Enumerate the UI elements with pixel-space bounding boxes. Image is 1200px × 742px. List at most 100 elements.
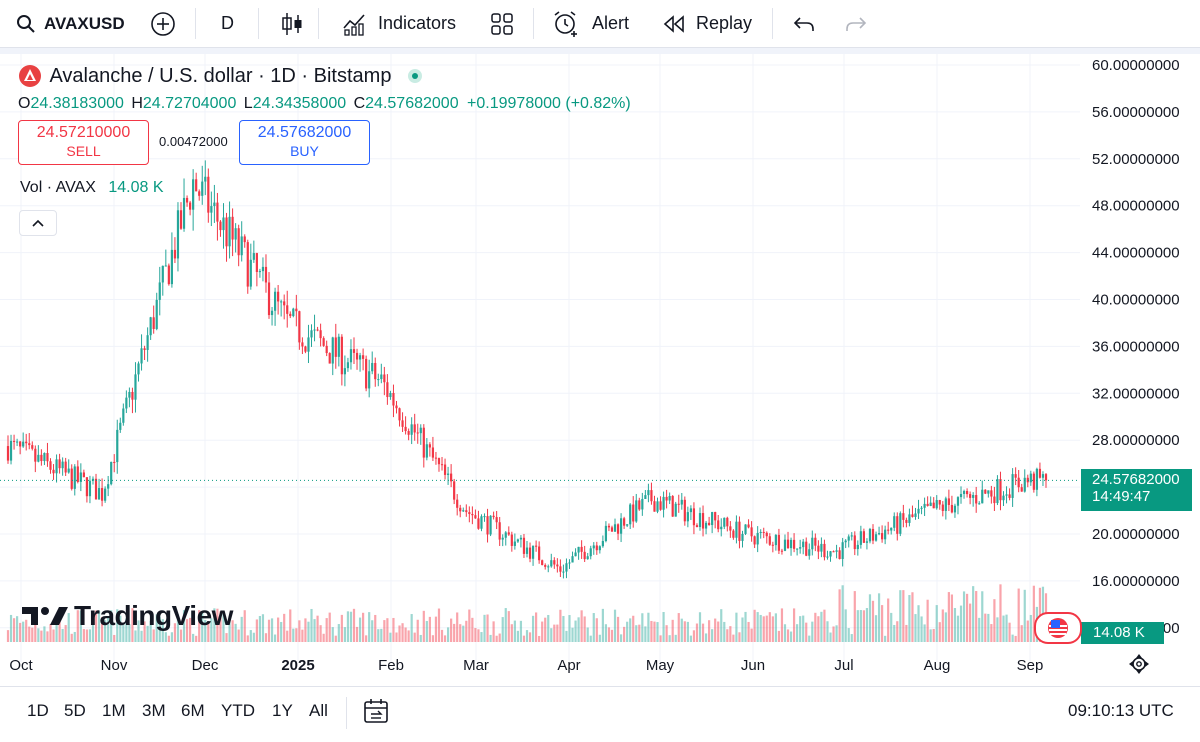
range-6m-button[interactable]: 6M xyxy=(181,701,205,720)
candle-body xyxy=(774,534,777,546)
range-5d-button[interactable]: 5D xyxy=(64,701,86,720)
volume-bar xyxy=(155,614,158,642)
candle-body xyxy=(88,480,92,497)
candle-body xyxy=(935,500,938,509)
symbol-label: AVAXUSD xyxy=(44,13,125,33)
candle-body xyxy=(510,534,513,546)
candle-body xyxy=(929,502,932,506)
chart-type-button[interactable] xyxy=(280,0,304,47)
candle-body xyxy=(796,548,799,550)
range-3m-button[interactable]: 3M xyxy=(142,701,166,720)
volume-bar xyxy=(389,632,392,642)
range-1m-button[interactable]: 1M xyxy=(102,701,126,720)
sell-button[interactable]: 24.57210000 SELL xyxy=(18,120,149,165)
candle-body xyxy=(31,445,34,449)
interval-button[interactable]: D xyxy=(221,0,234,47)
volume-bar xyxy=(219,611,222,642)
volume-bar xyxy=(984,613,987,642)
range-1d-button[interactable]: 1D xyxy=(27,701,49,720)
collapse-legend-button[interactable] xyxy=(19,210,57,236)
price-tick-label: 28.00000000 xyxy=(1092,432,1180,449)
volume-bar xyxy=(222,613,225,642)
candle-body xyxy=(91,478,95,481)
candle-body xyxy=(6,446,10,461)
chart-canvas[interactable]: 60.00000000 56.00000000 52.00000000 48.0000… xyxy=(0,54,1200,684)
volume-bar xyxy=(337,624,340,642)
range-ytd-button[interactable]: YTD xyxy=(221,701,255,720)
candle-body xyxy=(258,271,262,273)
candle-body xyxy=(838,550,841,559)
volume-bar xyxy=(619,634,623,642)
candle-body xyxy=(677,503,680,505)
range-all-button[interactable]: All xyxy=(309,701,328,720)
time-axis[interactable]: Oct Nov Dec 2025 Feb Mar Apr May Jun Jul Aug Sep xyxy=(9,657,1043,674)
replay-button[interactable]: Replay xyxy=(662,0,752,47)
volume-bar xyxy=(744,611,747,642)
flag-badge-icon[interactable] xyxy=(1034,612,1082,644)
price-axis-background[interactable] xyxy=(1080,54,1200,684)
volume-bar xyxy=(832,626,835,642)
candle-body xyxy=(134,374,137,400)
price-tick-label: 56.00000000 xyxy=(1092,104,1180,121)
volume-bar xyxy=(583,616,586,642)
candle-body xyxy=(996,479,999,504)
volume-bar xyxy=(859,610,862,642)
undo-button[interactable] xyxy=(793,0,815,47)
volume-bar xyxy=(434,616,438,642)
range-1y-button[interactable]: 1Y xyxy=(272,701,293,720)
volume-bar xyxy=(204,619,207,642)
volume-bar xyxy=(368,612,371,642)
volume-bar xyxy=(164,632,167,642)
candle-body xyxy=(598,546,601,551)
volume-bar xyxy=(331,627,334,642)
volume-bar xyxy=(152,629,155,642)
toolbar-divider xyxy=(533,8,534,39)
volume-bar xyxy=(522,635,526,642)
goto-date-button[interactable] xyxy=(363,698,389,729)
candle-body xyxy=(1020,487,1023,492)
settings-gear-icon[interactable] xyxy=(1129,654,1149,674)
candle-body xyxy=(9,440,13,461)
candle-body xyxy=(638,500,641,510)
volume-bar xyxy=(792,608,796,642)
volume-bar xyxy=(765,615,768,642)
volume-bar xyxy=(404,627,407,642)
volume-bar xyxy=(319,625,322,642)
volume-bar xyxy=(541,621,544,642)
volume-bar xyxy=(128,624,131,642)
volume-bar xyxy=(52,629,55,642)
volume-bar xyxy=(808,635,811,642)
volume-bar xyxy=(613,609,617,642)
candle-body xyxy=(595,545,598,551)
price-axis[interactable]: 60.00000000 56.00000000 52.00000000 48.0000… xyxy=(1092,57,1180,637)
low-value: 24.34358000 xyxy=(252,95,347,112)
candle-body xyxy=(923,503,926,508)
candle-body xyxy=(504,532,507,538)
utc-clock[interactable]: 09:10:13 UTC xyxy=(1068,701,1174,720)
candle-body xyxy=(601,541,604,547)
volume-bar xyxy=(726,629,729,642)
redo-button[interactable] xyxy=(845,0,867,47)
volume-bar xyxy=(383,620,386,642)
candle-body xyxy=(865,541,869,543)
volume-bar xyxy=(122,624,125,642)
candle-body xyxy=(167,265,170,285)
candle-body xyxy=(85,477,89,497)
indicators-button[interactable]: Indicators xyxy=(342,0,456,47)
candle-body xyxy=(729,526,732,531)
volume-bar xyxy=(890,612,893,642)
volume-bar xyxy=(1023,589,1026,642)
candle-body xyxy=(653,501,656,512)
candle-body xyxy=(668,496,671,501)
volume-bar xyxy=(355,626,359,642)
layouts-button[interactable] xyxy=(490,0,514,47)
compare-button[interactable] xyxy=(150,0,176,47)
alert-button[interactable]: Alert xyxy=(552,0,629,47)
buy-button[interactable]: 24.57682000 BUY xyxy=(239,120,370,165)
candle-body xyxy=(440,464,444,466)
symbol-search[interactable]: AVAXUSD xyxy=(16,0,125,47)
chart-pane[interactable]: 60.00000000 56.00000000 52.00000000 48.0000… xyxy=(0,54,1200,684)
volume-bar xyxy=(416,619,419,642)
volume-bar xyxy=(352,608,356,642)
volume-bar xyxy=(43,626,46,642)
